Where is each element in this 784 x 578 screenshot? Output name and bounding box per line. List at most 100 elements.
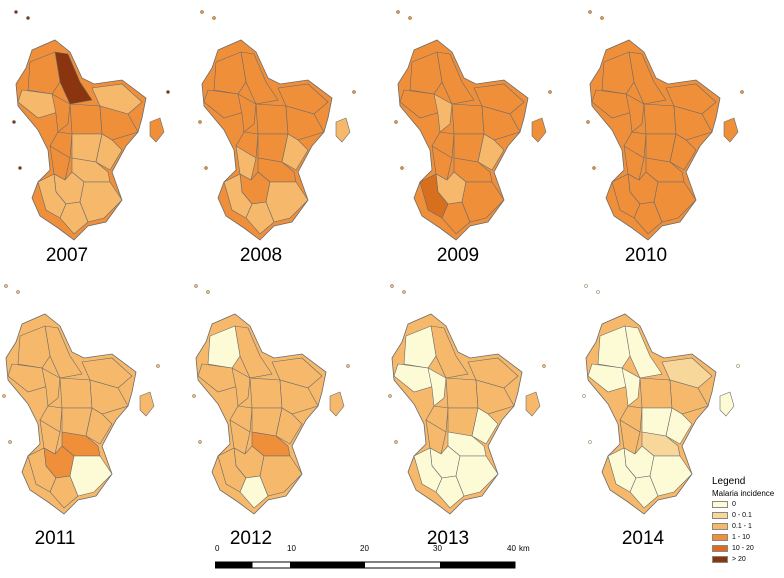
islet [584, 284, 588, 288]
scale-bar: 0 10 20 30 40 km [214, 544, 530, 576]
legend-item: 10 - 20 [712, 543, 784, 553]
year-label-2009: 2009 [436, 245, 480, 266]
commune-region [643, 103, 677, 135]
legend-label: 1 - 10 [732, 533, 750, 541]
legend: Legend Malaria incidence 0 0 - 0.1 0.1 -… [712, 476, 784, 564]
islet [26, 16, 30, 20]
commune-region [475, 379, 515, 415]
islet [8, 440, 12, 444]
islet [200, 10, 204, 14]
commune-region [81, 357, 133, 389]
islet [736, 364, 740, 368]
legend-item: > 20 [712, 554, 784, 564]
map-panel-2014 [582, 284, 740, 515]
legend-swatch [712, 522, 728, 530]
islet [204, 166, 208, 170]
islet [592, 166, 596, 170]
commune-region [85, 407, 113, 445]
legend-item: 0.1 - 1 [712, 521, 784, 531]
commune-region [79, 181, 123, 223]
islet [396, 10, 400, 14]
scale-tick-label: 20 [360, 544, 369, 553]
legend-label: 0 - 0.1 [732, 511, 752, 519]
islet [596, 290, 600, 294]
commune-region [231, 367, 251, 407]
commune-region [69, 103, 103, 135]
islet [548, 90, 552, 94]
commune-region [719, 391, 735, 417]
legend-label: 10 - 20 [732, 544, 754, 552]
legend-item: 0 [712, 499, 784, 509]
commune-region [277, 83, 329, 115]
commune-region [399, 89, 441, 119]
commune-region [621, 367, 641, 407]
commune-region [653, 181, 697, 223]
scale-tick-label: 40 [507, 544, 516, 553]
commune-region [625, 93, 645, 133]
islet [4, 284, 8, 288]
scale-bar-graphic [214, 561, 516, 569]
legend-swatch [712, 511, 728, 519]
commune-region [455, 455, 499, 497]
commune-region [665, 407, 693, 445]
commune-region [673, 105, 713, 141]
commune-region [149, 117, 165, 143]
map-panel-2013 [388, 284, 546, 515]
islet [2, 394, 6, 398]
islet [18, 166, 22, 170]
commune-region [51, 93, 71, 133]
map-panel-2008 [198, 10, 356, 241]
islet [156, 364, 160, 368]
commune-region [403, 325, 437, 369]
scale-tick-label: 10 [287, 544, 296, 553]
commune-region [451, 103, 485, 135]
legend-swatch [712, 500, 728, 508]
commune-region [525, 391, 541, 417]
commune-region [471, 407, 499, 445]
commune-region [27, 51, 61, 95]
islet [194, 284, 198, 288]
commune-region [445, 377, 479, 409]
legend-swatch [712, 533, 728, 541]
year-label-2014: 2014 [621, 528, 665, 549]
commune-region [203, 89, 245, 119]
commune-region [329, 391, 345, 417]
commune-region [7, 363, 49, 393]
commune-region [281, 133, 309, 171]
year-label-2007: 2007 [45, 245, 89, 266]
islet [192, 394, 196, 398]
commune-region [237, 93, 257, 133]
legend-subtitle: Malaria incidence [712, 489, 775, 498]
year-label-2013: 2013 [426, 528, 470, 549]
legend-swatch [712, 555, 728, 563]
map-panel-2010 [586, 10, 744, 241]
commune-region [41, 367, 61, 407]
commune-region [255, 103, 289, 135]
islet [198, 120, 202, 124]
islet [582, 394, 586, 398]
commune-region [661, 357, 713, 389]
commune-region [271, 357, 323, 389]
islet [400, 166, 404, 170]
scale-tick-label: 0 [215, 544, 220, 553]
commune-region [249, 377, 283, 409]
legend-label: 0 [732, 500, 736, 508]
islet [212, 16, 216, 20]
commune-region [601, 51, 635, 95]
map-panel-2011 [2, 284, 160, 515]
year-label-2010: 2010 [624, 245, 668, 266]
commune-region [433, 93, 453, 133]
commune-region [473, 83, 525, 115]
islet [402, 290, 406, 294]
islet [12, 120, 16, 124]
commune-region [59, 377, 93, 409]
scale-tick-label: 30 [433, 544, 442, 553]
commune-region [481, 105, 521, 141]
year-label-2011: 2011 [34, 528, 76, 549]
legend-title: Legend [712, 476, 746, 487]
islet [390, 284, 394, 288]
year-label-2008: 2008 [239, 245, 283, 266]
islet [394, 120, 398, 124]
commune-region [285, 105, 325, 141]
islet [600, 16, 604, 20]
